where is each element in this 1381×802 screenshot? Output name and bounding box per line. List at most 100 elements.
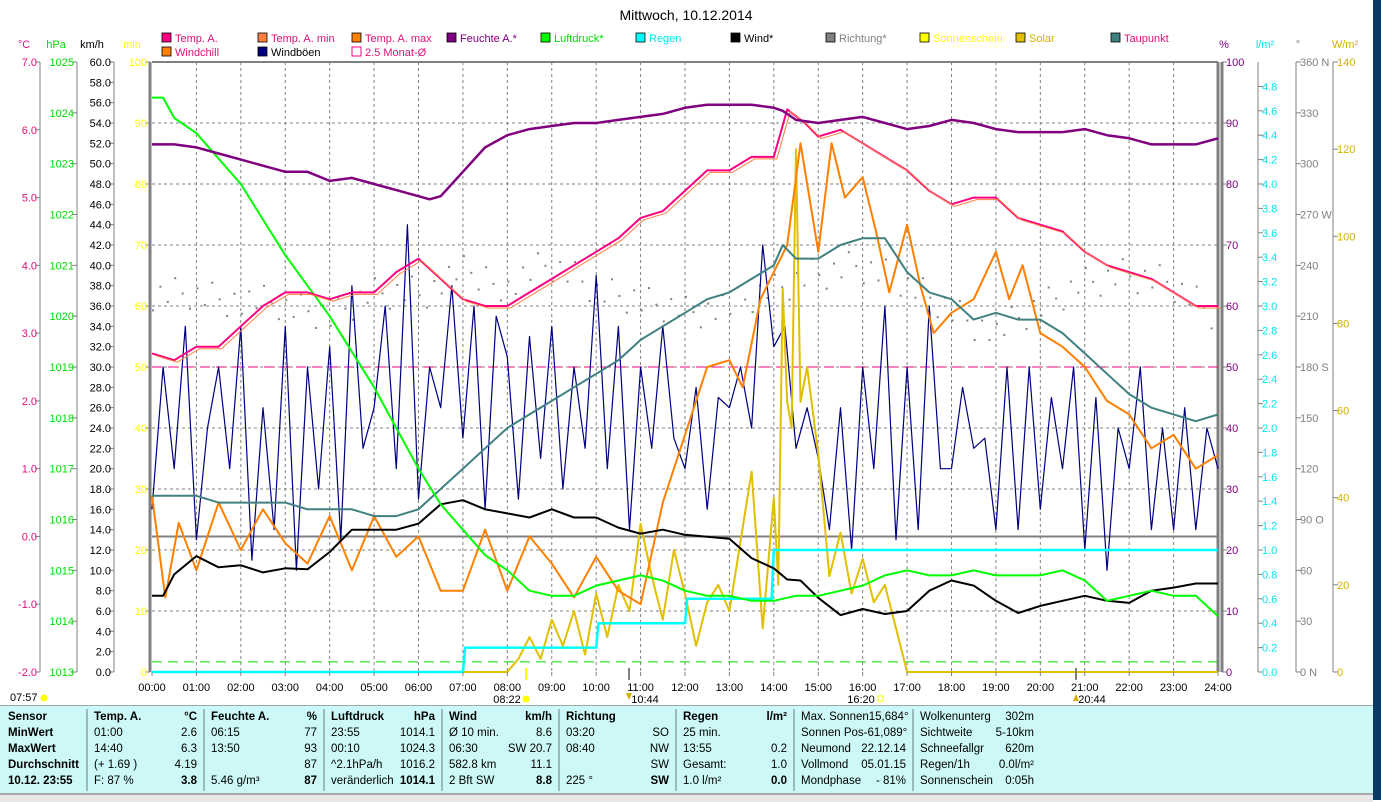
direction-point bbox=[374, 277, 377, 280]
direction-point bbox=[988, 339, 991, 342]
stats-humidity-column: Feuchte A.% 06:15 77 13:50 93 87 5.46 g/m³… bbox=[205, 709, 325, 791]
legend-label: Feuchte A.* bbox=[460, 33, 518, 45]
y-tick-label: 6.0 bbox=[96, 606, 111, 618]
direction-point bbox=[1136, 292, 1139, 295]
temp-min-time: 01:00 bbox=[94, 727, 123, 739]
direction-point bbox=[433, 280, 436, 283]
direction-point bbox=[485, 266, 488, 269]
direction-point bbox=[1047, 286, 1050, 289]
direction-point bbox=[833, 262, 836, 265]
direction-point bbox=[292, 315, 295, 318]
y-tick-label: 20 bbox=[1226, 545, 1238, 557]
humidity-min: 77 bbox=[304, 727, 317, 739]
y-tick-label: 5.0 bbox=[22, 193, 37, 205]
direction-r4-label: 225 ° bbox=[566, 775, 593, 787]
y-tick-label: 8.0 bbox=[96, 586, 111, 598]
x-tick-label: 00:00 bbox=[138, 682, 166, 694]
y-tick-label: 1023 bbox=[50, 159, 74, 171]
legend-item: Regen bbox=[635, 32, 681, 45]
y-tick-label: 1014 bbox=[50, 616, 74, 628]
y-tick-label: -1.0 bbox=[18, 599, 37, 611]
legend-label: Taupunkt bbox=[1124, 33, 1169, 45]
y-tick-label: 4.2 bbox=[1262, 155, 1277, 167]
legend-swatch-icon bbox=[540, 32, 551, 43]
legend-item: Temp. A. min bbox=[257, 32, 335, 45]
x-tick-label: 03:00 bbox=[271, 682, 299, 694]
stats-rain-column: Regen l/m² 25 min. 13:55 0.2 Gesamt: 1.0 1.… bbox=[677, 709, 795, 791]
axes: °C7.06.05.04.03.02.01.00.0-1.0-2.0hPa102… bbox=[18, 39, 1359, 679]
y-tick-label: 1015 bbox=[50, 565, 74, 577]
humidity-avg: 87 bbox=[304, 759, 317, 771]
direction-point bbox=[203, 304, 206, 307]
direction-point bbox=[448, 265, 451, 268]
sunset-icon bbox=[877, 695, 884, 702]
legend-swatch-icon bbox=[919, 32, 930, 43]
direction-point bbox=[1158, 264, 1161, 267]
direction-point bbox=[159, 285, 162, 288]
pressure-header: Luftdruck bbox=[331, 711, 385, 723]
direction-point bbox=[1092, 280, 1095, 283]
y-tick-label: 3.4 bbox=[1262, 252, 1277, 264]
misc-label: Wolkenunterg bbox=[920, 711, 991, 723]
y-tick-label: 40 bbox=[1337, 493, 1349, 505]
x-tick-label: 01:00 bbox=[183, 682, 211, 694]
y-tick-label: 4.0 bbox=[22, 260, 37, 272]
y-tick-label: 0 bbox=[1337, 667, 1343, 679]
y-tick-label: 1.2 bbox=[1262, 521, 1277, 533]
weather-chart: Mittwoch, 10.12.2014 Temp. A. Temp. A. mi… bbox=[10, 7, 1359, 705]
direction-point bbox=[958, 300, 961, 303]
humidity-max: 93 bbox=[304, 743, 317, 755]
y-axis-unit: ° bbox=[1296, 39, 1300, 51]
legend-swatch-icon bbox=[257, 32, 268, 43]
y-tick-label: 30 bbox=[135, 484, 147, 496]
stats-wind-column: Wind km/h Ø 10 min. 8.6 06:30 SW 20.7 582.8… bbox=[443, 709, 560, 791]
direction-point bbox=[825, 287, 828, 290]
pressure-avg-note: ^2.1hPa/h bbox=[331, 759, 383, 771]
misc-label: Regen/1h bbox=[920, 759, 970, 771]
legend-label: Windchill bbox=[175, 47, 219, 59]
y-tick-label: 30.0 bbox=[90, 362, 111, 374]
legend-item: Windböen bbox=[257, 46, 321, 59]
y-tick-label: 1020 bbox=[50, 311, 74, 323]
series bbox=[151, 96, 1221, 674]
y-tick-label: 80 bbox=[135, 179, 147, 191]
y-axis-unit: hPa bbox=[46, 39, 66, 51]
direction-point bbox=[381, 292, 384, 295]
direction-point bbox=[544, 264, 547, 267]
direction-point bbox=[1003, 333, 1006, 336]
temp-max-time: 14:40 bbox=[94, 743, 123, 755]
direction-point bbox=[566, 280, 569, 283]
label-durchschnitt: Durchschnitt bbox=[8, 759, 79, 771]
direction-point bbox=[847, 251, 850, 254]
direction-point bbox=[1195, 285, 1198, 288]
direction-point bbox=[366, 301, 369, 304]
y-tick-label: 18.0 bbox=[90, 484, 111, 496]
y-tick-label: 30 bbox=[1226, 484, 1238, 496]
y-tick-label: 70 bbox=[135, 240, 147, 252]
direction-point bbox=[588, 300, 591, 303]
wind-r3-value: 11.1 bbox=[530, 759, 552, 771]
legend-swatch-icon bbox=[825, 32, 836, 43]
y-tick-label: 1018 bbox=[50, 413, 74, 425]
direction-r2-value: NW bbox=[649, 743, 669, 755]
direction-point bbox=[655, 303, 658, 306]
pressure-max: 1024.3 bbox=[399, 743, 435, 755]
y-tick-label: 80 bbox=[1226, 179, 1238, 191]
y-tick-label: 46.0 bbox=[90, 199, 111, 211]
y-tick-label: 0.4 bbox=[1262, 618, 1277, 630]
temp-min: 2.6 bbox=[181, 727, 197, 739]
legend-item: Sonnenschein bbox=[919, 32, 1003, 45]
x-tick-label: 21:00 bbox=[1071, 682, 1099, 694]
series-windchill-line bbox=[151, 142, 1219, 606]
y-tick-label: 1019 bbox=[50, 362, 74, 374]
wind-r2-label: 06:30 bbox=[449, 743, 478, 755]
y-tick-label: 3.6 bbox=[1262, 228, 1277, 240]
y-tick-label: 42.0 bbox=[90, 240, 111, 252]
legend-swatch-icon bbox=[351, 46, 362, 57]
y-axis: km/h 60.0 58.0 56.0 54.0 52.0 50.0 48.0 46.0 44.0… bbox=[80, 39, 115, 679]
rain-r2-value: 0.2 bbox=[771, 743, 787, 755]
y-tick-label: 50 bbox=[135, 362, 147, 374]
direction-point bbox=[440, 292, 443, 295]
